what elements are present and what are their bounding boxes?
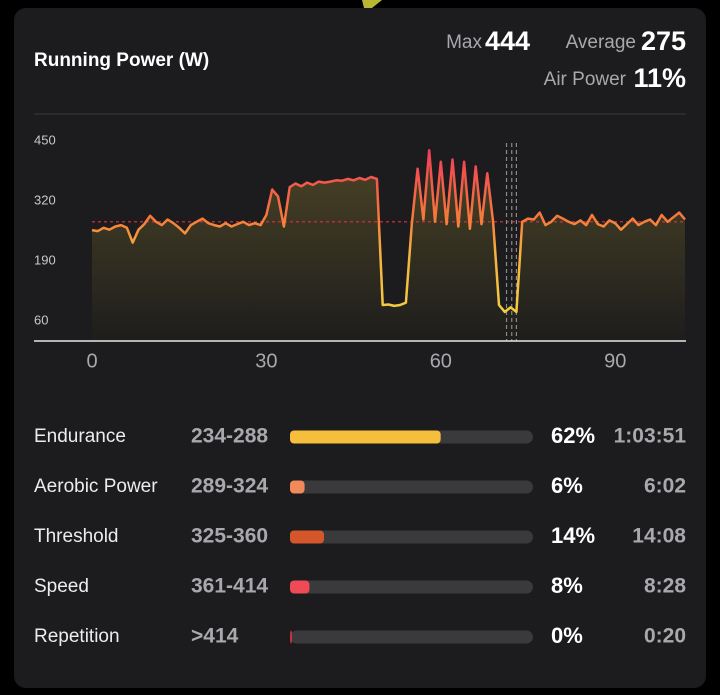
- zone-track: [290, 630, 533, 644]
- y-tick-label: 450: [34, 132, 56, 147]
- average-value: 275: [641, 26, 686, 56]
- zone-range: >414: [191, 625, 239, 648]
- zone-percent: 14%: [551, 523, 595, 548]
- zone-bar: [290, 630, 292, 644]
- x-tick-label: 60: [430, 350, 452, 372]
- zone-bar: [290, 430, 441, 444]
- zone-track: [290, 530, 533, 544]
- zone-percent: 6%: [551, 473, 583, 498]
- zone-name: Speed: [34, 576, 89, 597]
- y-tick-label: 190: [34, 253, 56, 268]
- zone-bar: [290, 480, 305, 494]
- zone-track: [290, 480, 533, 494]
- area: [92, 150, 685, 341]
- background-shape: [362, 0, 382, 8]
- air-power-value: 11%: [633, 63, 686, 93]
- power-line: [91, 148, 686, 314]
- zone-range: 234-288: [191, 425, 268, 448]
- zone-name: Repetition: [34, 626, 120, 647]
- zone-name: Threshold: [34, 526, 119, 547]
- max-label: Max: [446, 32, 482, 53]
- zone-bar: [290, 580, 310, 594]
- x-tick-label: 90: [604, 350, 626, 372]
- zone-percent: 0%: [551, 623, 583, 648]
- card: [14, 8, 706, 688]
- zone-time: 1:03:51: [614, 425, 687, 448]
- zone-time: 14:08: [632, 525, 686, 548]
- zone-range: 361-414: [191, 575, 268, 598]
- zone-time: 0:20: [644, 625, 686, 648]
- zone-percent: 62%: [551, 423, 595, 448]
- zone-track: [290, 580, 533, 594]
- y-tick-label: 60: [34, 313, 48, 328]
- zone-range: 289-324: [191, 475, 268, 498]
- y-tick-label: 320: [34, 192, 56, 207]
- x-tick-label: 0: [86, 350, 97, 372]
- average-label: Average: [566, 32, 636, 53]
- max-value: 444: [485, 26, 530, 56]
- zone-name: Aerobic Power: [34, 476, 158, 497]
- zone-bar: [290, 530, 325, 544]
- x-tick-label: 30: [255, 350, 277, 372]
- chart-title: Running Power (W): [34, 50, 209, 71]
- air-power-label: Air Power: [544, 69, 627, 90]
- zone-range: 325-360: [191, 525, 268, 548]
- zone-name: Endurance: [34, 426, 126, 447]
- zone-percent: 8%: [551, 573, 583, 598]
- zone-time: 8:28: [644, 575, 686, 598]
- zone-time: 6:02: [644, 475, 686, 498]
